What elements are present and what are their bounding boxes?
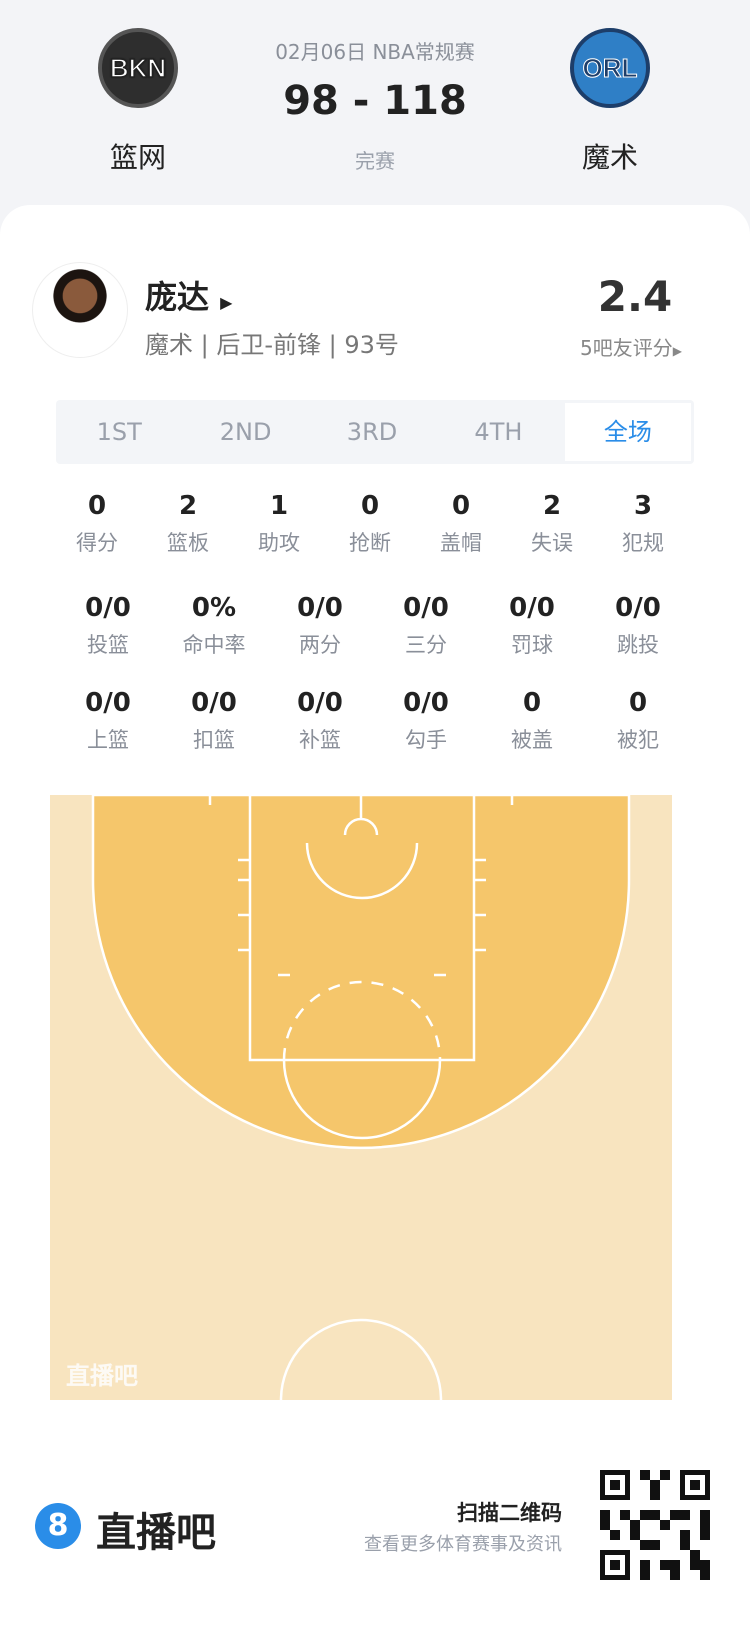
stat-value: 0/0 — [191, 688, 237, 718]
tab-4th[interactable]: 4TH — [474, 418, 523, 446]
stat-item: 0/0 投篮 — [53, 593, 163, 659]
player-rating: 2.4 — [597, 272, 673, 321]
stat-label: 勾手 — [405, 728, 447, 752]
stat-value: 0/0 — [85, 593, 131, 623]
team-logo-orl[interactable]: ORL — [570, 28, 650, 108]
stat-label: 抢断 — [349, 531, 391, 555]
restricted-area — [305, 842, 419, 900]
stat-value: 0 — [360, 491, 380, 521]
stat-label: 篮板 — [167, 531, 209, 555]
stat-item: 0/0 跳投 — [583, 593, 693, 659]
stat-label: 失误 — [531, 531, 573, 555]
stat-label: 投篮 — [87, 633, 129, 657]
center-circle — [279, 1318, 443, 1400]
stat-value: 0/0 — [85, 688, 131, 718]
stat-item: 1 助攻 — [224, 491, 334, 557]
rating-link[interactable]: 5吧友评分▶ — [580, 332, 682, 361]
stat-item: 2 篮板 — [133, 491, 243, 557]
court-watermark: 直播吧 — [66, 1362, 138, 1390]
brand-name: 直播吧 — [96, 1510, 216, 1556]
free-throw-circle-top — [282, 980, 442, 1061]
player-name[interactable]: 庞达 ▶ — [145, 272, 232, 318]
stat-label: 三分 — [405, 633, 447, 657]
stat-value: 2 — [542, 491, 562, 521]
stat-item: 0/0 三分 — [371, 593, 481, 659]
away-team-name[interactable]: 魔术 — [581, 141, 638, 174]
home-team-name[interactable]: 篮网 — [109, 141, 166, 174]
stat-item: 0% 命中率 — [159, 593, 269, 659]
stat-value: 0/0 — [509, 593, 555, 623]
hoop — [343, 817, 379, 836]
stat-value: 0 — [522, 688, 542, 718]
stat-label: 补篮 — [299, 728, 341, 752]
stat-label: 被犯 — [617, 728, 659, 752]
tab-3rd[interactable]: 3RD — [346, 418, 398, 446]
scan-qr-subtitle: 查看更多体育赛事及资讯 — [364, 1534, 562, 1555]
period-tabs: 1ST 2ND 3RD 4TH 全场 — [56, 400, 694, 464]
player-name-text: 庞达 — [145, 278, 210, 316]
stat-item: 0/0 勾手 — [371, 688, 481, 754]
stat-label: 跳投 — [617, 633, 659, 657]
stat-label: 得分 — [76, 531, 118, 555]
stat-value: 0/0 — [615, 593, 661, 623]
stat-label: 犯规 — [622, 531, 664, 555]
stat-item: 2 失误 — [497, 491, 607, 557]
stat-item: 0 盖帽 — [406, 491, 516, 557]
caret-right-icon: ▶ — [220, 293, 233, 312]
stat-item: 0/0 扣篮 — [159, 688, 269, 754]
stat-label: 上篮 — [87, 728, 129, 752]
stat-value: 1 — [269, 491, 289, 521]
stat-item: 3 犯规 — [588, 491, 698, 557]
three-point-area — [91, 795, 631, 1150]
caret-right-icon: ▶ — [672, 344, 682, 358]
stat-value: 0/0 — [297, 688, 343, 718]
rating-label: 5吧友评分 — [580, 336, 673, 360]
tab-full-game[interactable]: 全场 — [564, 403, 692, 461]
tab-1st[interactable]: 1ST — [96, 418, 142, 446]
stat-item: 0 得分 — [42, 491, 152, 557]
team-logo-bkn[interactable]: BKN — [98, 28, 178, 108]
match-date-league: 02月06日 NBA常规赛 — [275, 40, 475, 64]
stat-label: 扣篮 — [193, 728, 235, 752]
stat-item: 0 被盖 — [477, 688, 587, 754]
stat-label: 被盖 — [511, 728, 553, 752]
stat-item: 0/0 上篮 — [53, 688, 163, 754]
paint-lane — [248, 795, 476, 1062]
stat-label: 命中率 — [182, 633, 246, 657]
stat-label: 两分 — [299, 633, 341, 657]
stat-item: 0 被犯 — [583, 688, 693, 754]
stat-value: 0/0 — [297, 593, 343, 623]
stat-item: 0/0 补篮 — [265, 688, 375, 754]
stat-label: 罚球 — [511, 633, 553, 657]
stat-value: 0/0 — [403, 593, 449, 623]
player-avatar[interactable] — [32, 262, 128, 358]
stat-value: 0/0 — [403, 688, 449, 718]
stat-value: 0 — [628, 688, 648, 718]
free-throw-circle-bottom — [282, 1059, 442, 1140]
stat-item: 0 抢断 — [315, 491, 425, 557]
stat-value: 0% — [191, 593, 237, 623]
player-info: 魔术 | 后卫-前锋 | 93号 — [145, 331, 399, 359]
stat-value: 2 — [178, 491, 198, 521]
stat-value: 0 — [87, 491, 107, 521]
stat-item: 0/0 两分 — [265, 593, 375, 659]
qr-code[interactable] — [600, 1470, 710, 1580]
shot-chart-court — [50, 795, 672, 1400]
match-status: 完赛 — [355, 149, 395, 173]
stat-item: 0/0 罚球 — [477, 593, 587, 659]
stat-label: 助攻 — [258, 531, 300, 555]
stat-value: 0 — [451, 491, 471, 521]
stat-label: 盖帽 — [440, 531, 482, 555]
stat-value: 3 — [633, 491, 653, 521]
scan-qr-title: 扫描二维码 — [457, 1501, 562, 1525]
brand-logo-icon: 8 — [35, 1503, 81, 1549]
match-score: 98 - 118 — [283, 78, 467, 124]
tab-2nd[interactable]: 2ND — [219, 418, 272, 446]
